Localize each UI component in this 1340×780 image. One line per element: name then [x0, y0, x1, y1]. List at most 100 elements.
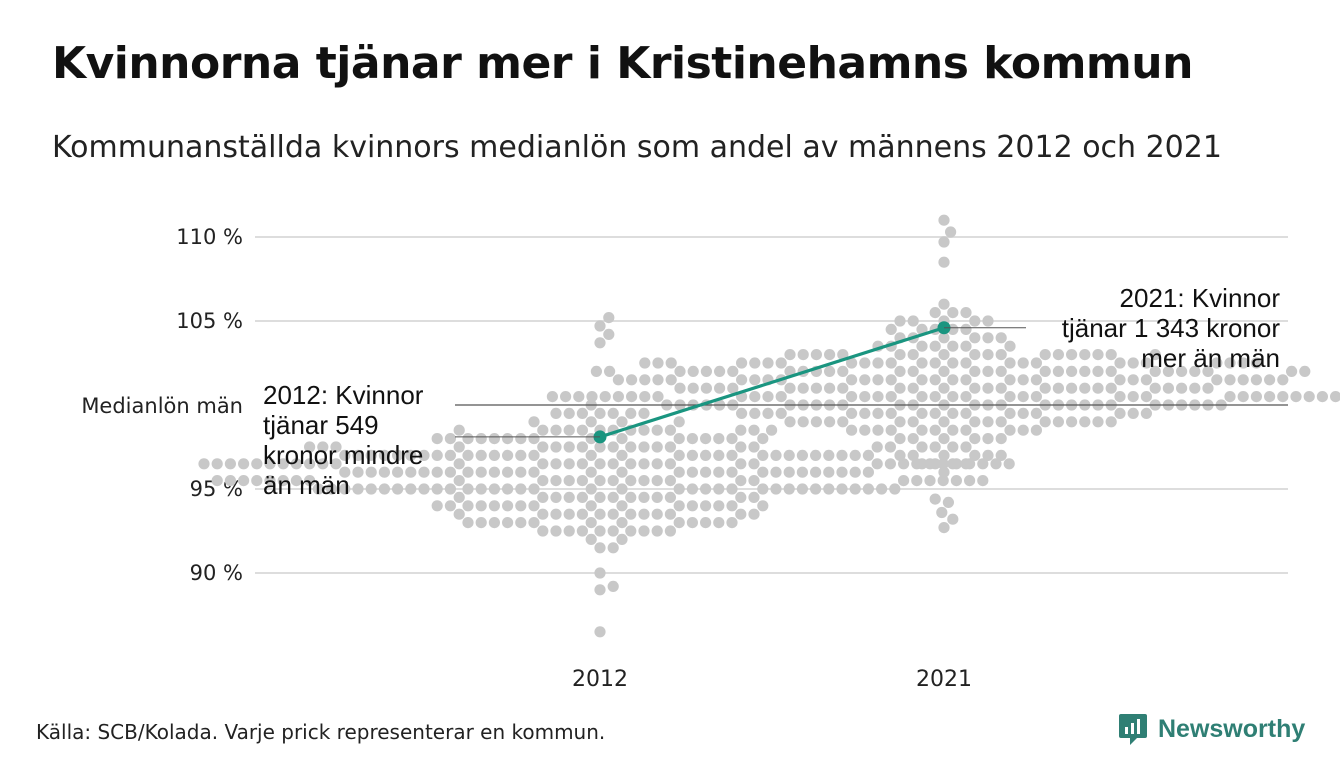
data-point [748, 441, 760, 453]
data-point [502, 483, 514, 495]
data-point [664, 475, 677, 487]
data-point [727, 365, 739, 377]
data-point [651, 475, 663, 487]
data-point [938, 236, 950, 248]
data-point [550, 491, 562, 503]
data-point [1264, 374, 1276, 386]
data-point [462, 433, 474, 445]
data-point [810, 349, 823, 361]
data-point [290, 458, 302, 470]
data-point [365, 466, 377, 478]
data-point [784, 349, 796, 361]
data-point [770, 466, 782, 478]
data-point [546, 391, 559, 403]
reference-line-label: Medianlön män [81, 394, 243, 418]
data-point [969, 449, 981, 461]
data-point [1127, 391, 1139, 403]
data-point [916, 357, 928, 369]
data-point [748, 475, 760, 487]
data-point [585, 449, 597, 461]
data-point [824, 365, 836, 377]
data-point [1030, 391, 1042, 403]
data-point [713, 466, 725, 478]
data-point [907, 315, 919, 327]
data-point [304, 441, 316, 453]
data-point [488, 466, 500, 478]
data-point [626, 391, 638, 403]
data-point [894, 382, 906, 394]
data-point [528, 500, 540, 512]
data-point [515, 517, 527, 529]
data-point [625, 491, 637, 503]
data-point [1003, 458, 1015, 470]
data-point [594, 525, 606, 537]
data-point [550, 525, 562, 537]
data-point [576, 424, 589, 436]
data-point [238, 458, 250, 470]
data-point [576, 525, 589, 537]
data-point [762, 391, 774, 403]
data-point [1140, 357, 1152, 369]
data-point [947, 357, 959, 369]
data-point [907, 365, 919, 377]
data-point [607, 441, 619, 453]
data-point [796, 466, 809, 478]
data-point [938, 382, 950, 394]
data-point [1052, 365, 1064, 377]
data-point [392, 449, 404, 461]
data-point [339, 483, 351, 495]
data-point [938, 298, 950, 310]
data-point [625, 525, 637, 537]
data-point [859, 391, 871, 403]
data-point [757, 466, 769, 478]
data-point [784, 416, 796, 428]
data-point [1030, 407, 1042, 419]
data-point [550, 407, 562, 419]
data-point [378, 466, 390, 478]
data-point [1224, 374, 1236, 386]
dots [198, 214, 1340, 638]
data-point [1079, 349, 1091, 361]
data-point [651, 491, 663, 503]
data-point [317, 458, 329, 470]
data-point [1127, 407, 1139, 419]
data-point [846, 357, 858, 369]
data-point [929, 357, 941, 369]
data-point [651, 508, 663, 520]
data-point [1250, 357, 1262, 369]
data-point [726, 466, 738, 478]
data-point [859, 357, 871, 369]
data-point [515, 433, 527, 445]
data-point [418, 449, 430, 461]
data-point [1039, 365, 1051, 377]
data-point [884, 458, 897, 470]
data-point [749, 374, 761, 386]
data-point [714, 382, 726, 394]
data-point [859, 407, 871, 419]
data-point [378, 449, 390, 461]
data-point [304, 475, 316, 487]
data-point [700, 365, 713, 377]
data-point [238, 475, 250, 487]
data-point [652, 374, 664, 386]
data-point [1039, 349, 1051, 361]
data-point [735, 491, 747, 503]
data-point [1114, 391, 1126, 403]
data-point [616, 416, 628, 428]
data-point [872, 424, 884, 436]
data-point [938, 349, 950, 361]
chart-subtitle: Kommunanställda kvinnors medianlön som a… [52, 130, 1222, 165]
data-point [960, 407, 972, 419]
data-point [444, 466, 456, 478]
data-point [1066, 416, 1078, 428]
data-point [594, 337, 606, 349]
data-point [748, 491, 760, 503]
data-point [783, 483, 795, 495]
data-point [762, 407, 774, 419]
data-point [960, 374, 972, 386]
data-point [907, 433, 919, 445]
data-point [453, 508, 465, 520]
data-point [810, 483, 822, 495]
data-point [1017, 391, 1029, 403]
data-point [849, 449, 861, 461]
